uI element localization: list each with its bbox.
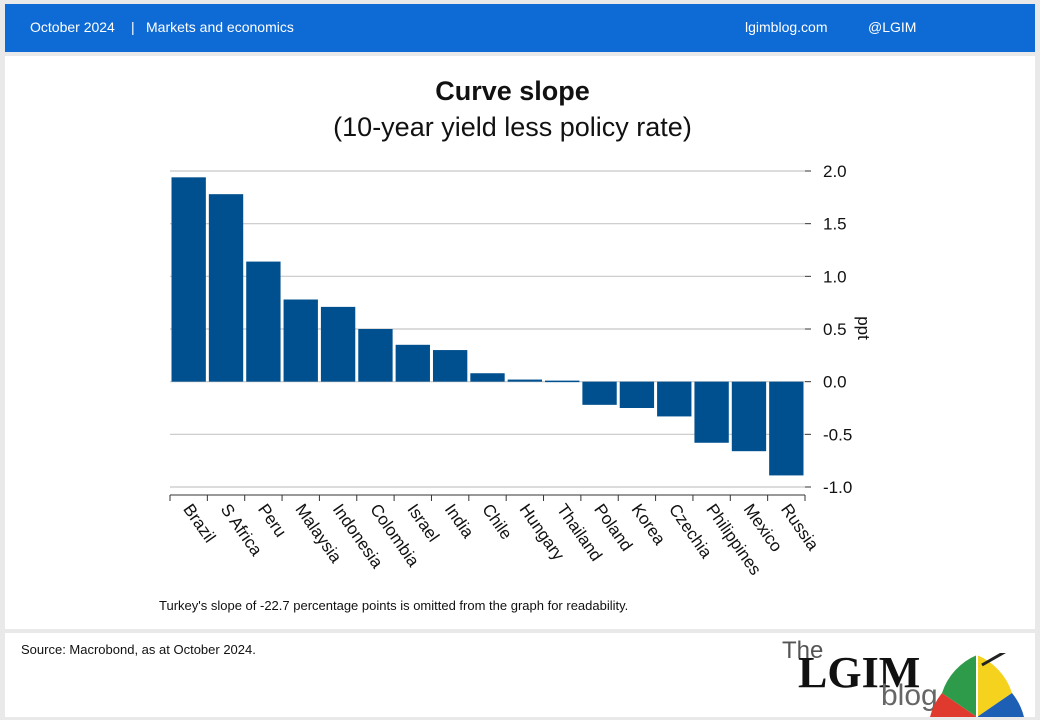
y-tick-label: 0.5: [823, 320, 847, 339]
x-tick-label: Peru: [254, 500, 290, 540]
x-tick-label: India: [441, 500, 478, 542]
y-tick-label: 2.0: [823, 162, 847, 181]
umbrella-green-segment: [942, 655, 977, 717]
chart-note: Turkey's slope of -22.7 percentage point…: [159, 598, 629, 613]
y-tick-label: -1.0: [823, 478, 852, 497]
umbrella-blue-segment: [977, 693, 1024, 717]
bar-thailand: [545, 380, 580, 383]
x-tick-label: Russia: [777, 500, 823, 554]
bar-peru: [246, 261, 281, 382]
header-date: October 2024: [30, 19, 115, 35]
bar-poland: [582, 381, 617, 405]
bar-chile: [470, 373, 505, 382]
logo-the-text: The: [782, 637, 824, 664]
chart-panel: Curve slope (10-year yield less policy r…: [5, 56, 1035, 629]
bar-hungary: [507, 379, 543, 382]
y-tick-label: 1.5: [823, 215, 847, 234]
umbrella-handle: [981, 653, 1007, 667]
twitter-handle-link[interactable]: @LGIM: [868, 19, 917, 35]
y-tick-label: 1.0: [823, 267, 847, 286]
bar-india: [432, 350, 468, 382]
bar-mexico: [731, 381, 767, 452]
umbrella-yellow-segment: [977, 655, 1012, 717]
y-axis-label: ppt: [854, 316, 873, 340]
header-section: Markets and economics: [146, 19, 294, 35]
logo-brand-text: LGIM: [798, 648, 921, 697]
bar-russia: [769, 381, 804, 476]
chart-title: Curve slope: [435, 76, 590, 106]
header-separator: |: [131, 19, 135, 35]
x-tick-label: Brazil: [179, 500, 219, 546]
bar-brazil: [171, 177, 206, 382]
footer: Source: Macrobond, as at October 2024. T…: [5, 633, 1035, 717]
chart-subtitle: (10-year yield less policy rate): [333, 112, 692, 142]
bar-czechia: [657, 381, 692, 417]
header-bar: October 2024 | Markets and economics lgi…: [5, 4, 1035, 52]
y-tick-label: -0.5: [823, 425, 852, 444]
bar-israel: [395, 344, 430, 382]
bar-korea: [619, 381, 655, 408]
bar-colombia: [358, 329, 393, 382]
umbrella-logo-icon: [930, 653, 1024, 717]
bar-philippines: [694, 381, 729, 443]
source-note: Source: Macrobond, as at October 2024.: [21, 642, 256, 657]
bar-malaysia: [283, 299, 318, 382]
bar-s-africa: [208, 194, 244, 382]
y-tick-label: 0.0: [823, 373, 847, 392]
site-link[interactable]: lgimblog.com: [745, 19, 828, 35]
umbrella-red-segment: [930, 693, 977, 717]
bar-indonesia: [320, 306, 356, 382]
logo-blog-text: blog: [881, 679, 938, 712]
x-tick-label: Chile: [478, 500, 516, 543]
